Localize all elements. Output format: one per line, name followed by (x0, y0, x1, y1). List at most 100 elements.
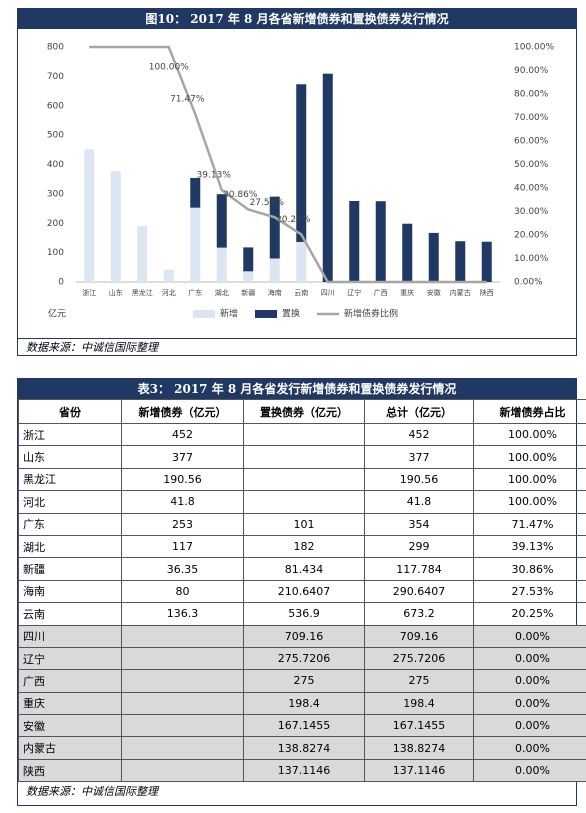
x-tick-label: 内蒙古 (450, 288, 471, 297)
bar (455, 241, 466, 282)
cell: 广西 (18, 669, 122, 693)
figure-title: 图10： 2017 年 8 月各省新增债券和置换债券发行情况 (18, 9, 576, 29)
cell: 377 (121, 445, 244, 469)
cell: 81.434 (243, 557, 365, 581)
y2-tick-label: 60.00% (514, 137, 549, 147)
cell: 39.13% (473, 534, 586, 559)
bar (349, 201, 360, 282)
cell: 内蒙古 (18, 736, 122, 760)
y-tick-label: 800 (47, 43, 64, 53)
bar (110, 171, 121, 282)
y2-tick-label: 30.00% (514, 207, 549, 217)
table-source: 数据来源：中诚信国际整理 (26, 785, 158, 799)
y-tick-label: 300 (47, 189, 64, 199)
row: 辽宁 275.7206 275.7206 0.00% (18, 646, 586, 671)
bar (216, 194, 227, 248)
cell: 167.1455 (243, 714, 365, 738)
row: 安徽 167.1455 167.1455 0.00% (18, 714, 586, 738)
cell: 290.6407 (364, 579, 474, 604)
y2-tick-label: 80.00% (514, 90, 549, 100)
bar (322, 73, 333, 282)
cell: 广东 (18, 512, 122, 536)
x-tick-label: 海南 (268, 288, 282, 297)
bar (84, 149, 95, 282)
y2-tick-label: 0.00% (514, 278, 543, 288)
cell: 190.56 (364, 467, 474, 492)
cell: 117 (121, 534, 244, 559)
data-label: 39.13% (197, 171, 232, 181)
bar (296, 84, 307, 242)
cell (121, 669, 244, 693)
x-tick-label: 黑龙江 (132, 288, 153, 297)
y-tick-label: 600 (47, 101, 64, 111)
bar (190, 207, 201, 282)
cell: 41.8 (364, 490, 474, 514)
cell: 云南 (18, 602, 122, 626)
x-tick-label: 河北 (162, 289, 176, 297)
cell: 190.56 (121, 467, 244, 492)
x-tick-label: 重庆 (400, 288, 414, 297)
cell (121, 691, 244, 716)
table-title: 表3： 2017 年 8 月各省发行新增债券和置换债券发行情况 (18, 379, 576, 399)
cell: 536.9 (243, 602, 365, 626)
cell: 709.16 (364, 624, 474, 648)
cell (121, 758, 244, 783)
cell: 138.8274 (364, 736, 474, 760)
cell: 浙江 (18, 422, 122, 447)
row: 湖北 117 182 299 39.13% (18, 534, 586, 559)
header-cell: 置换债券（亿元） (243, 399, 365, 424)
cell: 0.00% (473, 758, 586, 783)
y-tick-label: 700 (47, 72, 64, 82)
row: 河北 41.8 41.8 100.00% (18, 490, 586, 514)
x-tick-label: 四川 (321, 289, 335, 297)
cell: 重庆 (18, 691, 122, 716)
cell: 137.1146 (243, 758, 365, 783)
figure: 图10： 2017 年 8 月各省新增债券和置换债券发行情况 0 100 200 30… (17, 8, 577, 356)
row: 重庆 198.4 198.4 0.00% (18, 691, 586, 716)
cell: 275 (243, 669, 365, 693)
bar (163, 269, 174, 282)
cell: 0.00% (473, 691, 586, 716)
data-label: 27.53% (250, 198, 285, 208)
cell: 377 (364, 445, 474, 469)
cell: 0.00% (473, 624, 586, 648)
row: 陕西 137.1146 137.1146 0.00% (18, 758, 586, 783)
header-cell: 新增债券占比 (473, 399, 586, 424)
y-tick-label: 400 (47, 160, 64, 170)
cell: 30.86% (473, 557, 586, 581)
cell: 182 (243, 534, 365, 559)
line (89, 45, 487, 284)
legend-swatch (255, 310, 277, 318)
cell: 陕西 (18, 758, 122, 783)
row: 广东 253 101 354 71.47% (18, 512, 586, 536)
cell: 36.35 (121, 557, 244, 581)
cell: 275.7206 (364, 646, 474, 671)
header-cell: 新增债券（亿元） (121, 399, 244, 424)
cell: 253 (121, 512, 244, 536)
cell: 275 (364, 669, 474, 693)
cell: 0.00% (473, 669, 586, 693)
y-tick-label: 500 (47, 131, 64, 141)
x-tick-label: 新疆 (241, 288, 255, 297)
header-cell: 总计（亿元） (364, 399, 474, 424)
cell: 117.784 (364, 557, 474, 581)
x-tick-label: 广西 (374, 288, 388, 297)
y2-tick-label: 40.00% (514, 184, 549, 194)
data-label: 100.00% (149, 63, 189, 73)
cell: 138.8274 (243, 736, 365, 760)
cell: 198.4 (364, 691, 474, 716)
bar (216, 247, 227, 282)
x-tick-label: 山东 (109, 288, 123, 297)
bar (375, 201, 386, 282)
y2-tick-label: 20.00% (514, 231, 549, 241)
x-tick-label: 安徽 (427, 288, 441, 297)
cell: 100.00% (473, 422, 586, 447)
y2-tick-label: 90.00% (514, 66, 549, 76)
cell: 136.3 (121, 602, 244, 626)
cell: 0.00% (473, 736, 586, 760)
cell: 452 (364, 422, 474, 447)
row: 浙江 452 452 100.00% (18, 422, 586, 447)
header-cell: 省份 (18, 399, 122, 424)
header-row: 省份 新增债券（亿元） 置换债券（亿元） 总计（亿元） 新增债券占比 (18, 399, 586, 424)
bar (137, 226, 148, 282)
